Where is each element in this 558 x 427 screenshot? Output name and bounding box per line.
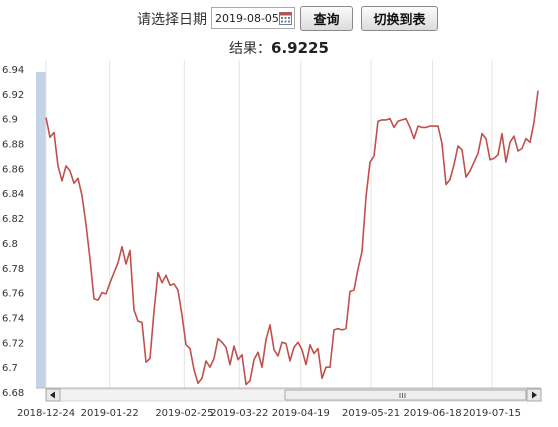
chevron-right-icon xyxy=(532,391,537,399)
y-tick-label: 6.8 xyxy=(2,239,18,250)
y-axis-labels: 6.94 6.92 6.9 6.88 6.86 6.84 6.82 6.8 6.78 6.76 6.… xyxy=(2,65,24,399)
x-tick-label: 2019-03-22 xyxy=(210,408,268,419)
x-tick-label: 2019-07-15 xyxy=(463,408,521,419)
y-tick-label: 6.76 xyxy=(2,289,24,300)
y-tick-label: 6.9 xyxy=(2,115,18,126)
x-axis-labels: 2018-12-24 2019-01-22 2019-02-252019-03-22… xyxy=(17,408,521,419)
x-tick-label: 2019-06-18 xyxy=(404,408,462,419)
query-bar: 请选择日期 查询 切换到表 xyxy=(0,4,558,31)
x-grid xyxy=(45,60,493,388)
y-tick-label: 6.86 xyxy=(2,164,24,175)
plot-area xyxy=(36,60,541,388)
date-field[interactable] xyxy=(211,7,295,29)
date-picker-label: 请选择日期 xyxy=(137,12,207,28)
date-input[interactable] xyxy=(215,10,279,26)
chart-scrollbar[interactable] xyxy=(45,388,542,402)
scroll-grip-icon xyxy=(399,393,406,398)
y-tick-label: 6.78 xyxy=(2,264,24,275)
result-line: 结果：6.9225 xyxy=(0,38,558,58)
x-tick-label: 2019-02-25 xyxy=(155,408,213,419)
y-tick-label: 6.72 xyxy=(2,338,24,349)
result-value: 6.9225 xyxy=(271,39,329,57)
result-label: 结果： xyxy=(229,41,272,57)
y-tick-label: 6.7 xyxy=(2,363,18,374)
y-tick-label: 6.94 xyxy=(2,65,24,76)
calendar-icon[interactable] xyxy=(279,11,292,25)
chevron-left-icon xyxy=(50,391,55,399)
x-tick-label: 2019-01-22 xyxy=(81,408,139,419)
switch-to-table-button[interactable]: 切换到表 xyxy=(361,6,438,31)
x-tick-label: 2019-04-19 xyxy=(272,408,330,419)
y-tick-label: 6.68 xyxy=(2,388,24,399)
y-tick-label: 6.84 xyxy=(2,189,24,200)
y-axis-band xyxy=(36,72,46,388)
y-tick-label: 6.74 xyxy=(2,313,24,324)
y-tick-label: 6.82 xyxy=(2,214,24,225)
y-tick-label: 6.92 xyxy=(2,90,24,101)
exchange-rate-chart: 6.94 6.92 6.9 6.88 6.86 6.84 6.82 6.8 6.78 6.76 6.… xyxy=(2,60,542,419)
series-line xyxy=(45,90,539,386)
query-button[interactable]: 查询 xyxy=(300,6,353,31)
x-tick-label: 2019-05-21 xyxy=(342,408,400,419)
x-tick-label: 2018-12-24 xyxy=(17,408,75,419)
y-tick-label: 6.88 xyxy=(2,140,24,151)
